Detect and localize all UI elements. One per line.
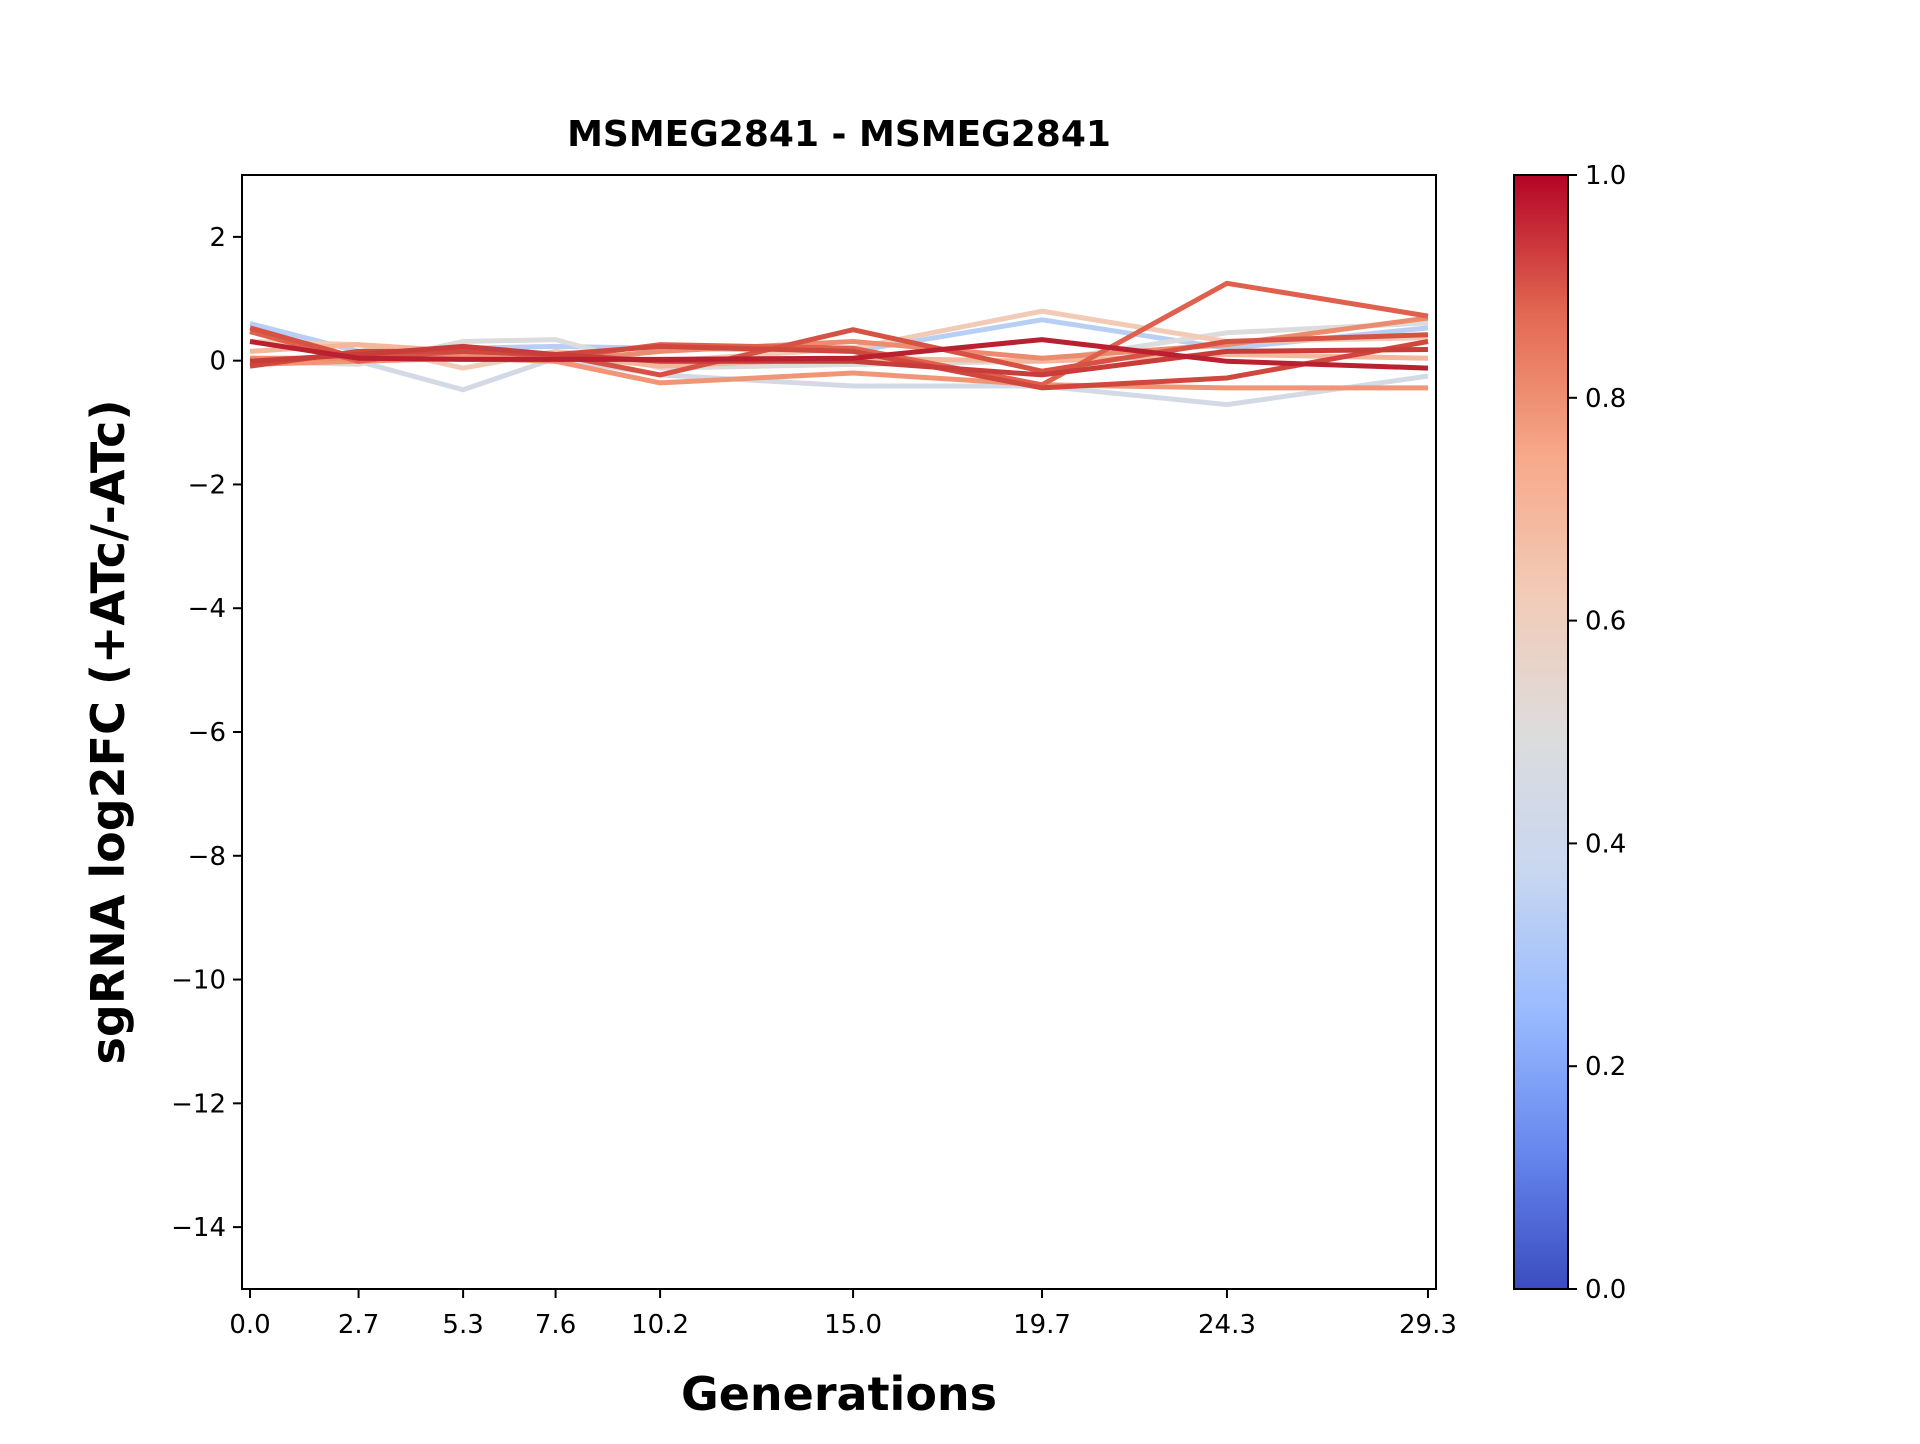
x-tick-label: 19.7 <box>1013 1310 1071 1340</box>
x-axis: 0.0 2.7 5.3 7.6 10.2 15.0 19.7 24.3 29.3 <box>229 1289 1457 1340</box>
y-axis: 2 0 −2 −4 −6 −8 −10 −12 −14 <box>171 223 242 1243</box>
x-tick-label: 10.2 <box>631 1310 689 1340</box>
y-tick-label: −2 <box>188 470 226 500</box>
y-tick-label: 0 <box>209 347 226 377</box>
x-tick-label: 15.0 <box>824 1310 882 1340</box>
x-tick-label: 0.0 <box>229 1310 270 1340</box>
y-tick-label: −10 <box>171 966 226 996</box>
x-tick-label: 5.3 <box>442 1310 483 1340</box>
x-tick-label: 24.3 <box>1198 1310 1256 1340</box>
y-tick-label: −4 <box>188 594 226 624</box>
colorbar-tick-label: 0.0 <box>1585 1275 1626 1305</box>
series-line-11 <box>249 337 1429 371</box>
x-tick-label: 7.6 <box>535 1310 576 1340</box>
series-lines <box>249 280 1429 408</box>
colorbar-tick-label: 0.4 <box>1585 829 1626 859</box>
x-tick-label: 29.3 <box>1399 1310 1457 1340</box>
colorbar-tick-label: 0.8 <box>1585 384 1626 414</box>
colorbar-tick-label: 0.6 <box>1585 607 1626 637</box>
colorbar-tick-label: 1.0 <box>1585 161 1626 191</box>
chart-title: MSMEG2841 - MSMEG2841 <box>567 114 1111 155</box>
y-tick-label: 2 <box>209 223 226 253</box>
colorbar-axis: 0.0 0.2 0.4 0.6 0.8 1.0 <box>1568 161 1626 1305</box>
y-tick-label: −14 <box>171 1213 226 1243</box>
y-tick-label: −6 <box>188 718 226 748</box>
x-tick-label: 2.7 <box>338 1310 379 1340</box>
colorbar-tick-label: 0.2 <box>1585 1052 1626 1082</box>
series-line-8 <box>249 325 1429 378</box>
colorbar <box>1513 174 1569 1290</box>
y-axis-label: sgRNA log2FC (+ATc/-ATc) <box>81 400 135 1065</box>
x-axis-label: Generations <box>681 1367 997 1421</box>
y-tick-label: −12 <box>171 1089 226 1119</box>
y-tick-label: −8 <box>188 842 226 872</box>
